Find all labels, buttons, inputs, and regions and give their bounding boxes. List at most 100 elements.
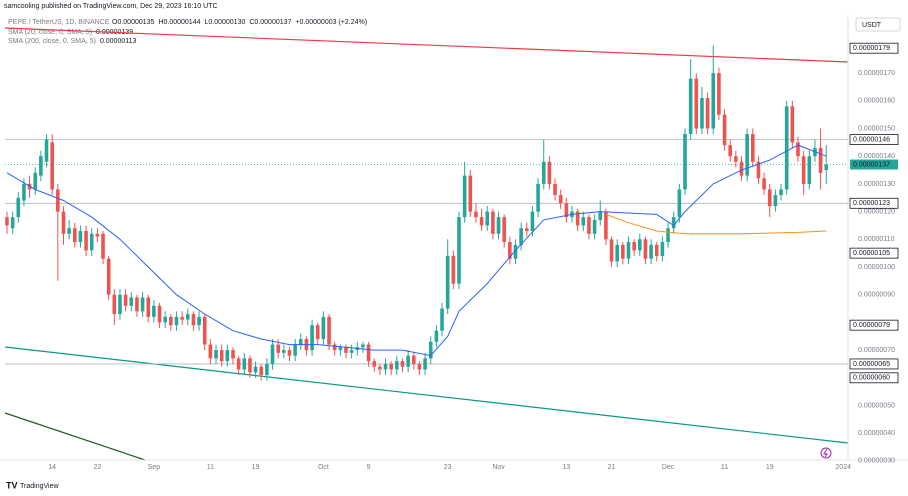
ohlc-value: H0.00000144: [158, 19, 200, 26]
candle-body: [248, 358, 252, 373]
ohlc-value: +0.00000003 (+2.24%): [295, 19, 367, 26]
candle-body: [400, 361, 405, 367]
x-tick-label: 11: [721, 464, 728, 471]
candle-body: [615, 244, 619, 262]
candle-body: [50, 142, 54, 190]
ohlc-value: C0.00000137: [249, 19, 291, 26]
sma-line: [605, 213, 827, 235]
sma-line: [6, 144, 827, 357]
candle-body: [666, 228, 670, 243]
candle-body: [739, 161, 744, 176]
candle-body: [33, 172, 38, 190]
candle-body: [298, 339, 303, 345]
brand: TradingView: [20, 483, 59, 490]
candle-body: [428, 341, 433, 359]
legend-name: SMA (20, close, 0, SMA, 5): [8, 29, 92, 36]
candle-body: [270, 344, 275, 364]
candle-body: [632, 242, 636, 251]
candle-body: [688, 78, 693, 135]
candle-body: [801, 156, 806, 184]
events-icon[interactable]: [820, 447, 832, 459]
candle-body: [700, 98, 704, 129]
currency-button[interactable]: [855, 17, 901, 32]
candle-body: [734, 156, 738, 162]
candle-body: [598, 211, 603, 220]
x-tick-label: Sep: [148, 464, 161, 471]
candle-body: [276, 344, 280, 353]
candle-body: [78, 230, 83, 243]
x-tick-label: 11: [207, 464, 214, 471]
candle-body: [84, 230, 88, 251]
candle-body: [553, 183, 557, 195]
candle-body: [287, 350, 292, 356]
candle-body: [558, 194, 563, 204]
level-label: 0.00000105: [853, 250, 890, 257]
events-icon-bolt: [823, 448, 828, 458]
candle-body: [491, 211, 495, 234]
y-tick-label: 0.00000140: [858, 153, 895, 160]
candle-body: [112, 294, 117, 315]
candle-body: [10, 217, 15, 229]
y-tick-label: 0.00000150: [858, 125, 895, 132]
candle-body: [214, 350, 218, 359]
level-box: [849, 247, 899, 259]
candle-body: [508, 242, 512, 259]
x-tick-label: 13: [562, 464, 570, 471]
candle-body: [417, 363, 422, 370]
y-tick-label: 0.00000160: [858, 98, 895, 105]
currency: USDT: [862, 22, 882, 29]
candle-body: [231, 350, 235, 359]
candle-body: [609, 239, 614, 262]
level-box: [849, 372, 899, 384]
candle-body: [649, 244, 653, 259]
candle-body: [338, 347, 343, 351]
candle-body: [773, 194, 778, 207]
candle-body: [587, 217, 591, 234]
candle-body: [174, 316, 179, 326]
candle-body: [44, 139, 49, 162]
candle-body: [434, 330, 439, 342]
candle-body: [462, 175, 467, 218]
candle-body: [67, 228, 71, 234]
candle-body: [564, 203, 569, 218]
candle-body: [474, 211, 478, 218]
candle-body: [378, 366, 382, 370]
candle-body: [479, 217, 484, 226]
candle-body: [157, 305, 162, 323]
candle-body: [643, 239, 648, 259]
candle-body: [717, 73, 721, 115]
x-tick-label: 14: [48, 464, 56, 471]
candle-body: [694, 78, 699, 129]
candle-body: [106, 258, 111, 295]
x-tick-label: 21: [608, 464, 616, 471]
candle-body: [575, 211, 580, 226]
candle-body: [56, 189, 60, 212]
brand-logo: TV: [6, 480, 18, 490]
candle-body: [146, 297, 151, 317]
candle-body: [72, 228, 77, 243]
candle-body: [242, 358, 247, 370]
candle-body: [779, 189, 783, 195]
candle-body: [445, 255, 450, 309]
candle-body: [321, 316, 326, 340]
candle-body: [592, 219, 597, 234]
candle-body: [225, 350, 230, 362]
level-label: 0.00000146: [853, 136, 890, 143]
trend-line: [4, 412, 146, 461]
level-label: 0.00000179: [853, 45, 890, 52]
candle-body: [824, 164, 829, 171]
candle-body: [807, 156, 812, 184]
candle-body: [818, 147, 823, 173]
x-tick-label: 2024: [835, 464, 851, 471]
x-tick-label: 19: [766, 464, 774, 471]
y-tick-label: 0.00000120: [858, 208, 895, 215]
legend-value: 0.00000113: [100, 38, 137, 45]
y-tick-label: 0.00000050: [858, 402, 895, 409]
candle-body: [604, 211, 608, 240]
candle-body: [654, 244, 659, 256]
candle-body: [496, 217, 501, 234]
candle-body: [327, 316, 331, 345]
candle-body: [163, 316, 167, 323]
y-tick-label: 0.00000170: [858, 70, 895, 77]
ohlc-value: O0.00000135: [112, 19, 155, 26]
